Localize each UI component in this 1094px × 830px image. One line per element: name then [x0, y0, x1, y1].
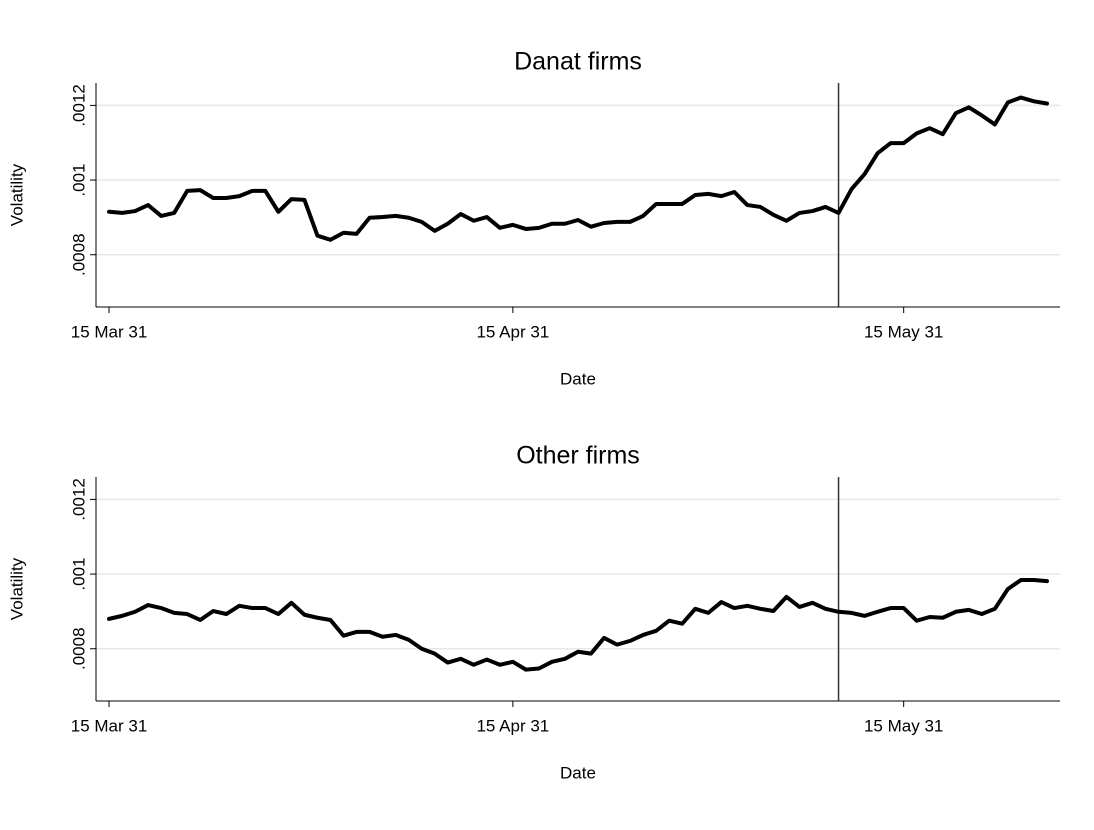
y-axis-label: Volatility	[7, 557, 26, 620]
y-tick-label: .001	[69, 558, 88, 591]
y-tick-label: .0012	[69, 478, 88, 521]
x-tick-label: 15 Apr 31	[476, 716, 549, 735]
x-axis-label: Date	[560, 763, 596, 782]
y-tick-label: .0008	[69, 627, 88, 670]
x-tick-label: 15 May 31	[864, 322, 943, 341]
x-axis-label: Date	[560, 369, 596, 388]
chart-title: Danat firms	[514, 48, 642, 76]
y-axis-label: Volatility	[7, 163, 26, 226]
data-line	[107, 95, 1049, 242]
x-tick-label: 15 May 31	[864, 716, 943, 735]
y-tick-label: .0012	[69, 84, 88, 127]
data-line	[107, 578, 1049, 672]
x-tick-label: 15 Mar 31	[71, 716, 148, 735]
y-tick-label: .001	[69, 164, 88, 197]
x-tick-label: 15 Mar 31	[71, 322, 148, 341]
y-tick-label: .0008	[69, 233, 88, 276]
chart-title: Other firms	[516, 442, 640, 470]
x-tick-label: 15 Apr 31	[476, 322, 549, 341]
